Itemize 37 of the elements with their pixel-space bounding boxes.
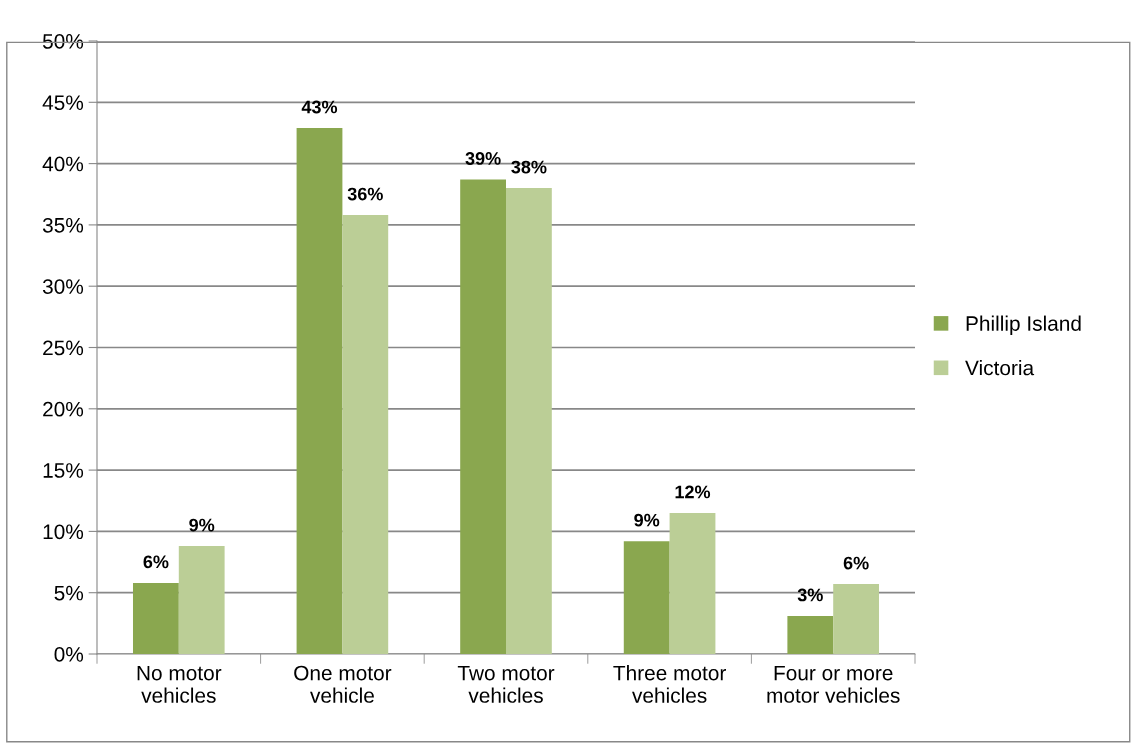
bar bbox=[132, 582, 179, 654]
bar bbox=[833, 584, 880, 654]
x-tick-label: Two motor vehicles bbox=[457, 665, 555, 703]
bar bbox=[296, 128, 343, 654]
data-label: 3% bbox=[797, 588, 823, 602]
bar bbox=[178, 546, 225, 654]
data-label: 6% bbox=[143, 555, 169, 569]
bar bbox=[342, 215, 389, 654]
x-tick-label: No motor vehicles bbox=[137, 665, 222, 703]
data-label: 9% bbox=[634, 513, 660, 527]
data-label: 6% bbox=[843, 556, 869, 570]
y-tick-label: 35% bbox=[42, 217, 84, 233]
data-label: 12% bbox=[675, 485, 711, 499]
data-label: 9% bbox=[189, 518, 215, 532]
bar bbox=[460, 179, 506, 654]
data-label: 36% bbox=[347, 187, 383, 201]
bar bbox=[506, 188, 552, 654]
legend-label: Victoria bbox=[965, 360, 1035, 376]
x-tick-label: Three motor vehicles bbox=[613, 665, 726, 703]
y-tick-label: 20% bbox=[43, 401, 84, 417]
y-tick-label: 25% bbox=[43, 340, 84, 356]
y-tick-label: 15% bbox=[43, 463, 84, 478]
data-label: 39% bbox=[465, 152, 501, 165]
y-tick-label: 40% bbox=[42, 156, 84, 172]
x-tick-label: One motor vehicle bbox=[294, 665, 392, 703]
x-tick-label: Four or more motor vehicles bbox=[767, 665, 900, 703]
y-tick-label: 5% bbox=[54, 585, 84, 601]
data-label: 38% bbox=[511, 160, 547, 174]
y-tick-label: 10% bbox=[43, 524, 84, 540]
bar bbox=[787, 615, 834, 654]
y-tick-label: 0% bbox=[54, 647, 84, 662]
data-label: 43% bbox=[301, 100, 338, 114]
y-tick-label: 45% bbox=[42, 95, 84, 111]
y-tick-label: 30% bbox=[42, 279, 84, 294]
bar bbox=[669, 513, 716, 654]
legend-label: Phillip Island bbox=[966, 315, 1081, 335]
bar bbox=[623, 541, 670, 654]
